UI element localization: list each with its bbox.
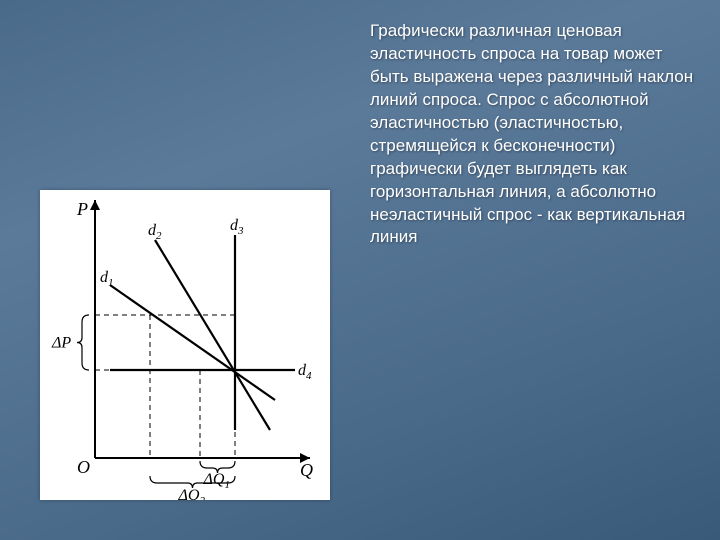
svg-text:d4: d4 bbox=[298, 362, 312, 382]
svg-text:d3: d3 bbox=[230, 217, 244, 237]
diagram-inner: P Q Od1 d2 d3 d4 ΔP ΔQ1ΔQ2 bbox=[40, 190, 330, 500]
chart-svg: P Q Od1 d2 d3 d4 ΔP ΔQ1ΔQ2 bbox=[40, 190, 330, 500]
svg-text:ΔQ2: ΔQ2 bbox=[178, 487, 206, 500]
svg-text:d1: d1 bbox=[100, 269, 114, 289]
svg-text:P: P bbox=[76, 199, 88, 219]
svg-text:ΔQ1: ΔQ1 bbox=[203, 471, 230, 491]
svg-text:O: O bbox=[77, 457, 90, 477]
svg-text:d2: d2 bbox=[148, 222, 162, 242]
svg-text:ΔP: ΔP bbox=[51, 335, 71, 352]
elasticity-diagram: P Q Od1 d2 d3 d4 ΔP ΔQ1ΔQ2 bbox=[40, 190, 330, 500]
svg-text:Q: Q bbox=[300, 460, 313, 480]
description-paragraph: Графически различная ценовая эластичност… bbox=[370, 20, 700, 249]
